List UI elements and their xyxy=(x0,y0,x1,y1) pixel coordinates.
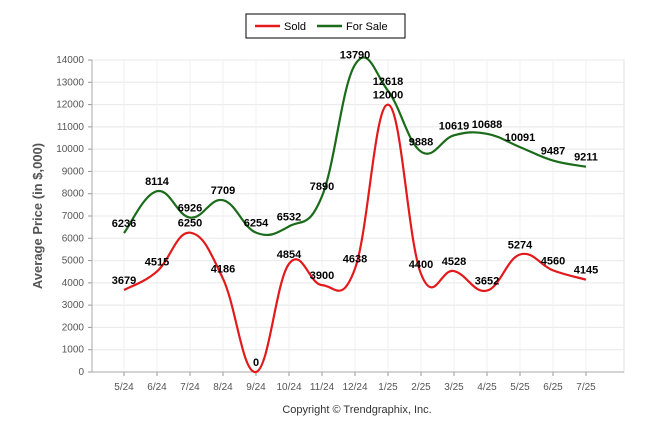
x-tick-label: 4/25 xyxy=(477,382,497,393)
data-label-sold: 4400 xyxy=(409,259,433,271)
x-tick-label: 6/25 xyxy=(543,382,563,393)
gridlines xyxy=(91,59,625,373)
y-tick-label: 5000 xyxy=(62,256,85,267)
data-label-for-sale: 9487 xyxy=(541,146,565,158)
y-tick-label: 8000 xyxy=(62,189,85,200)
legend-label-sold: Sold xyxy=(284,21,306,33)
x-tick-label: 8/24 xyxy=(213,382,233,393)
data-label-for-sale: 12618 xyxy=(373,76,404,88)
data-label-sold: 3900 xyxy=(310,270,334,282)
data-label-sold: 4638 xyxy=(343,254,367,266)
y-tick-label: 0 xyxy=(78,367,84,378)
data-label-for-sale: 10091 xyxy=(505,132,536,144)
y-tick-label: 10000 xyxy=(56,144,84,155)
data-label-sold: 4186 xyxy=(211,264,235,276)
data-label-for-sale: 6254 xyxy=(244,218,269,230)
x-tick-label: 12/24 xyxy=(342,382,367,393)
data-label-for-sale: 13790 xyxy=(340,50,371,62)
x-tick-label: 5/25 xyxy=(510,382,530,393)
x-tick-label: 9/24 xyxy=(246,382,266,393)
data-label-for-sale: 10619 xyxy=(439,120,470,132)
data-label-sold: 3652 xyxy=(475,276,499,288)
x-tick-label: 1/25 xyxy=(378,382,398,393)
x-tick-label: 10/24 xyxy=(276,382,301,393)
data-label-sold: 4515 xyxy=(145,256,169,268)
y-tick-label: 13000 xyxy=(56,77,84,88)
data-label-for-sale: 9211 xyxy=(574,152,598,164)
data-label-sold: 6250 xyxy=(178,218,202,230)
data-label-sold: 3679 xyxy=(112,275,136,287)
series-line-sold xyxy=(123,103,587,374)
x-tick-label: 3/25 xyxy=(444,382,464,393)
data-label-sold: 0 xyxy=(253,357,259,369)
x-tick-label: 6/24 xyxy=(147,382,167,393)
y-tick-label: 6000 xyxy=(62,233,85,244)
data-label-for-sale: 7890 xyxy=(310,181,334,193)
data-label-sold: 12000 xyxy=(373,90,404,102)
data-label-for-sale: 8114 xyxy=(145,176,170,188)
data-label-sold: 5274 xyxy=(508,239,533,251)
data-label-for-sale: 9888 xyxy=(409,137,433,149)
x-tick-label: 5/24 xyxy=(114,382,134,393)
legend-label-for-sale: For Sale xyxy=(346,21,388,33)
data-label-sold: 4145 xyxy=(574,265,598,277)
data-label-sold: 4560 xyxy=(541,255,565,267)
data-label-sold: 4854 xyxy=(277,249,302,261)
data-label-for-sale: 7709 xyxy=(211,185,235,197)
data-label-for-sale: 10688 xyxy=(472,119,503,131)
series-line-for-sale xyxy=(123,56,587,236)
y-tick-label: 14000 xyxy=(56,55,84,66)
y-tick-label: 7000 xyxy=(62,211,85,222)
x-tick-label: 7/25 xyxy=(576,382,596,393)
data-labels: 3679 4515 6250 4186 0 4854 3900 4638 12000 4400 45… xyxy=(112,50,598,369)
data-label-sold: 4528 xyxy=(442,256,466,268)
y-tick-label: 3000 xyxy=(62,300,85,311)
x-tick-label: 2/25 xyxy=(411,382,431,393)
y-tick-label: 11000 xyxy=(57,122,85,133)
y-tick-label: 12000 xyxy=(56,100,84,111)
x-tick-label: 7/24 xyxy=(180,382,200,393)
y-tick-label: 2000 xyxy=(62,322,85,333)
series-lines xyxy=(123,56,587,374)
x-tick-label: 11/24 xyxy=(310,382,335,393)
y-axis-label: Average Price (in $,000) xyxy=(30,143,45,289)
y-tick-label: 9000 xyxy=(62,166,85,177)
data-label-for-sale: 6926 xyxy=(178,203,202,215)
legend: Sold For Sale xyxy=(245,13,406,39)
data-label-for-sale: 6532 xyxy=(277,211,301,223)
y-tick-label: 1000 xyxy=(62,345,85,356)
data-label-for-sale: 6236 xyxy=(112,218,136,230)
y-tick-label: 4000 xyxy=(62,278,85,289)
axes: 0 1000 2000 3000 4000 5000 6000 7000 8000 9000 100… xyxy=(56,55,624,393)
copyright-text: Copyright © Trendgraphix, Inc. xyxy=(282,404,431,416)
